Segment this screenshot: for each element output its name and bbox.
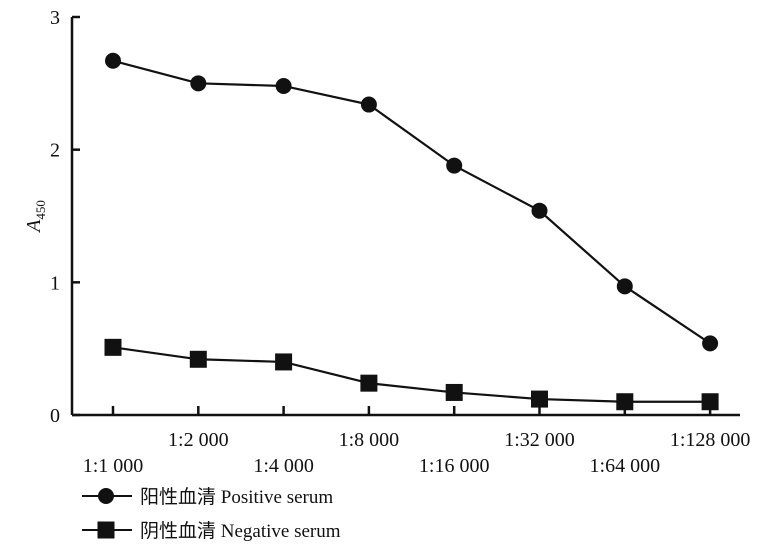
data-point-positive	[190, 75, 207, 92]
data-point-negative	[275, 353, 293, 371]
x-tick-label: 1:32 000	[504, 429, 575, 451]
data-point-negative	[531, 390, 548, 408]
data-point-positive	[531, 202, 548, 219]
data-point-positive	[275, 77, 292, 94]
data-point-positive	[360, 96, 377, 113]
series-layer	[104, 52, 719, 411]
x-tick-label: 1:4 000	[253, 455, 314, 477]
plot-area: 0 1 2 3 1:1 000 1:2 000 1:4 000 1:8 000 1:16 00…	[50, 7, 750, 477]
legend-label-negative: 阴性血清 Negative serum	[140, 520, 341, 542]
data-point-negative	[189, 350, 207, 368]
y-axis-title-main: A	[23, 219, 45, 234]
data-point-positive	[446, 157, 463, 174]
data-point-positive	[702, 335, 719, 352]
y-tick-label: 0	[50, 405, 60, 427]
series-line-negative	[112, 346, 711, 403]
legend-label-positive: 阳性血清 Positive serum	[140, 486, 333, 508]
legend-marker-positive	[98, 488, 114, 504]
x-tick-label: 1:128 000	[670, 429, 751, 451]
legend: 阳性血清 Positive serum 阴性血清 Negative serum	[82, 486, 341, 542]
y-tick-label: 2	[50, 140, 60, 162]
x-tick-label: 1:16 000	[419, 455, 490, 477]
y-axis-ticks: 0 1 2 3	[50, 7, 80, 427]
y-axis-title: A450	[23, 200, 48, 234]
legend-marker-negative	[97, 521, 115, 539]
data-point-positive	[616, 278, 633, 295]
x-tick-label: 1:1 000	[83, 455, 144, 477]
x-tick-label: 1:8 000	[339, 429, 400, 451]
data-point-negative	[360, 374, 378, 392]
x-axis-ticks: 1:1 000 1:2 000 1:4 000 1:8 000 1:16 000 1:32…	[83, 406, 751, 477]
series-line-positive	[112, 59, 711, 345]
x-tick-label: 1:64 000	[590, 455, 661, 477]
data-point-negative	[701, 393, 719, 411]
y-axis-title-subscript: 450	[33, 200, 48, 220]
data-point-negative	[445, 383, 463, 401]
x-tick-label: 1:2 000	[168, 429, 229, 451]
y-tick-label: 3	[50, 7, 60, 29]
data-point-negative	[104, 338, 122, 356]
data-point-negative	[616, 393, 634, 411]
y-tick-label: 1	[50, 272, 60, 294]
data-point-positive	[105, 52, 121, 69]
